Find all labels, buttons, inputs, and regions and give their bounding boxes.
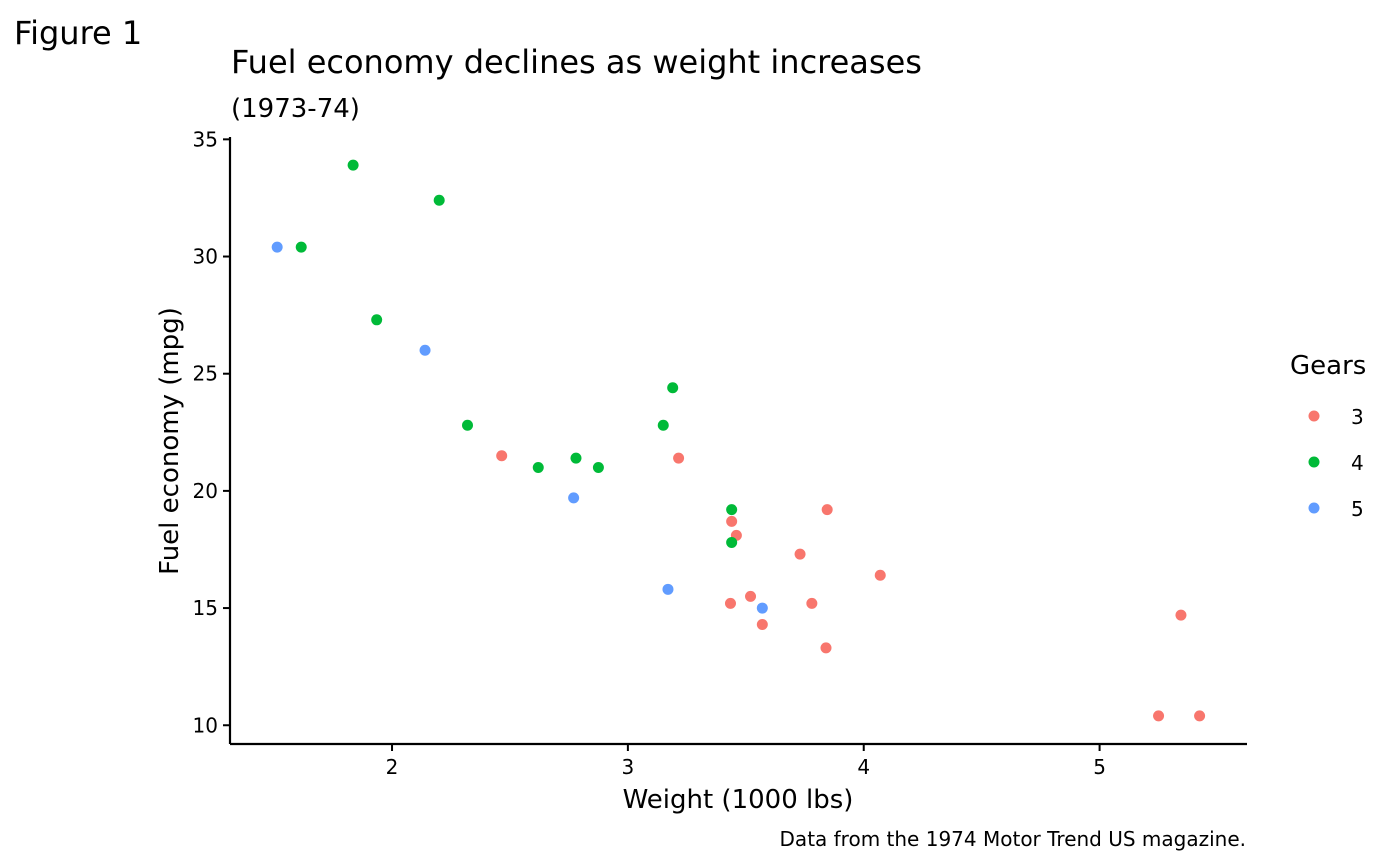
point-gear-3 bbox=[820, 642, 832, 654]
y-tick-label: 10 bbox=[193, 713, 218, 737]
legend-label-4: 4 bbox=[1351, 451, 1364, 475]
point-gear-4 bbox=[371, 314, 383, 326]
x-tick-label: 3 bbox=[622, 755, 635, 779]
point-gear-5 bbox=[271, 241, 283, 253]
point-gear-3 bbox=[673, 452, 685, 464]
chart-subtitle: (1973-74) bbox=[231, 94, 360, 124]
y-tick-label: 20 bbox=[193, 479, 218, 503]
x-tick-label: 4 bbox=[857, 755, 870, 779]
y-tick-label: 15 bbox=[193, 596, 218, 620]
legend-label-5: 5 bbox=[1351, 497, 1364, 521]
point-gear-5 bbox=[419, 344, 431, 356]
point-gear-4 bbox=[462, 419, 474, 431]
point-gear-4 bbox=[726, 536, 738, 548]
x-tick-label: 2 bbox=[386, 755, 399, 779]
point-gear-3 bbox=[1175, 609, 1187, 621]
legend: Gears 3 4 5 bbox=[1290, 351, 1366, 521]
point-gear-3 bbox=[726, 515, 738, 527]
point-gear-4 bbox=[532, 461, 544, 473]
point-gear-5 bbox=[662, 583, 674, 595]
point-gear-3 bbox=[806, 597, 818, 609]
y-tick-label: 25 bbox=[193, 362, 218, 386]
legend-key-4 bbox=[1308, 456, 1320, 468]
legend-title: Gears bbox=[1290, 351, 1366, 381]
point-gear-4 bbox=[592, 461, 604, 473]
x-tick-label: 5 bbox=[1093, 755, 1106, 779]
legend-key-3 bbox=[1308, 410, 1320, 422]
data-points bbox=[271, 159, 1206, 722]
chart-title: Fuel economy declines as weight increase… bbox=[231, 43, 922, 81]
point-gear-3 bbox=[756, 618, 768, 630]
point-gear-3 bbox=[745, 590, 757, 602]
y-axis: 10 15 20 25 30 35 bbox=[193, 127, 232, 744]
legend-key-5 bbox=[1308, 502, 1320, 514]
point-gear-3 bbox=[821, 504, 833, 516]
x-axis-label: Weight (1000 lbs) bbox=[623, 785, 854, 815]
point-gear-4 bbox=[347, 159, 359, 171]
point-gear-3 bbox=[496, 450, 508, 462]
point-gear-4 bbox=[726, 504, 738, 516]
point-gear-3 bbox=[724, 597, 736, 609]
point-gear-4 bbox=[295, 241, 307, 253]
x-axis: 2 3 4 5 bbox=[230, 742, 1247, 779]
point-gear-4 bbox=[433, 194, 445, 206]
y-axis-label: Fuel economy (mpg) bbox=[155, 307, 185, 575]
legend-label-3: 3 bbox=[1351, 405, 1364, 429]
point-gear-4 bbox=[570, 452, 582, 464]
point-gear-4 bbox=[667, 382, 679, 394]
point-gear-5 bbox=[756, 602, 768, 614]
point-gear-3 bbox=[1194, 710, 1206, 722]
point-gear-4 bbox=[657, 419, 669, 431]
y-tick-label: 30 bbox=[193, 245, 218, 269]
figure-label: Figure 1 bbox=[14, 14, 142, 52]
point-gear-3 bbox=[794, 548, 806, 560]
chart-caption: Data from the 1974 Motor Trend US magazi… bbox=[780, 827, 1246, 851]
y-tick-label: 35 bbox=[193, 127, 218, 151]
point-gear-3 bbox=[1153, 710, 1165, 722]
point-gear-3 bbox=[874, 569, 886, 581]
point-gear-5 bbox=[568, 492, 580, 504]
